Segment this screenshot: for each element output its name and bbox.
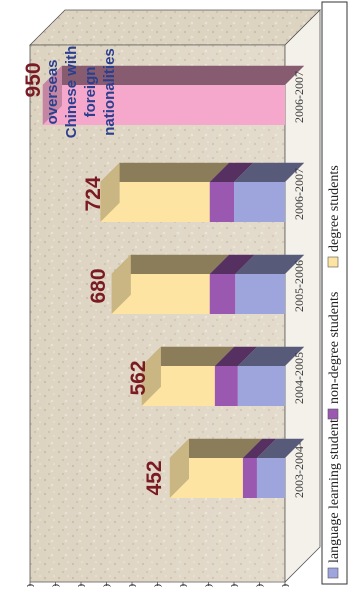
tick-label: 200 <box>229 584 241 588</box>
bar-segment <box>237 346 305 406</box>
legend-box <box>321 1 348 585</box>
value-axis: 0 100 200 300 400 500 600 700 800 900 1000 <box>25 582 292 592</box>
bar-segment <box>234 162 305 222</box>
tick-label: 400 <box>178 584 190 588</box>
tick-label: 100 <box>255 584 267 588</box>
annotation-line: foreign <box>82 67 99 118</box>
tick-label: 900 <box>51 584 63 588</box>
legend-label: non-degree students <box>327 292 342 404</box>
bars-layer <box>42 65 305 498</box>
category-label: 2004-2005 <box>292 352 306 404</box>
total-label: 562 <box>127 360 150 395</box>
bar-segment <box>214 346 258 406</box>
category-label: 2003-2004- <box>292 442 306 498</box>
tick-label: 0 <box>280 584 292 588</box>
bar-end-face <box>100 162 120 222</box>
legend-swatch <box>327 256 339 268</box>
total-label: 950 <box>22 62 45 97</box>
bar-segment <box>235 254 305 314</box>
bar-segment <box>209 162 254 222</box>
total-label: 724 <box>82 176 105 211</box>
legend-swatch <box>327 408 339 420</box>
legend: language learning students non-degree stu… <box>321 1 348 585</box>
category-axis: 2003-2004- 2004-2005 2005-2006 2006-2007 200… <box>292 71 306 498</box>
annotation-line: overseas <box>44 59 61 124</box>
bar-end-face <box>111 254 131 314</box>
bar-end-face <box>141 346 161 406</box>
tick-label: 500 <box>153 584 165 588</box>
category-label: 2006-2007 <box>292 71 306 123</box>
bar-segment <box>100 162 230 222</box>
tick-label: 600 <box>127 584 139 588</box>
total-label: 680 <box>87 268 110 303</box>
legend-label: degree students <box>327 165 342 252</box>
back-wall <box>29 9 321 46</box>
bar-segment <box>242 438 277 498</box>
tick-label: 800 <box>76 584 88 588</box>
annotation-line: Chinese with <box>63 46 80 139</box>
annotation-line: nationalities <box>101 48 118 136</box>
tick-label: 1000 <box>25 584 37 588</box>
legend-label: language learning students <box>327 414 342 563</box>
bar-end-face <box>169 438 189 498</box>
legend-swatch <box>327 567 339 579</box>
bar-segment <box>42 65 305 125</box>
bar-segment <box>256 438 305 498</box>
tick-label: 700 <box>102 584 114 588</box>
category-label: 2005-2006 <box>292 260 306 312</box>
total-label: 452 <box>143 460 166 495</box>
category-label: 2006-2007 <box>292 168 306 220</box>
bar-segment <box>209 254 255 314</box>
bar-end-face <box>42 65 62 125</box>
tick-label: 300 <box>204 584 216 588</box>
labels-layer: 452 562 680 724 950 overseas Chinese with forei… <box>22 46 166 496</box>
